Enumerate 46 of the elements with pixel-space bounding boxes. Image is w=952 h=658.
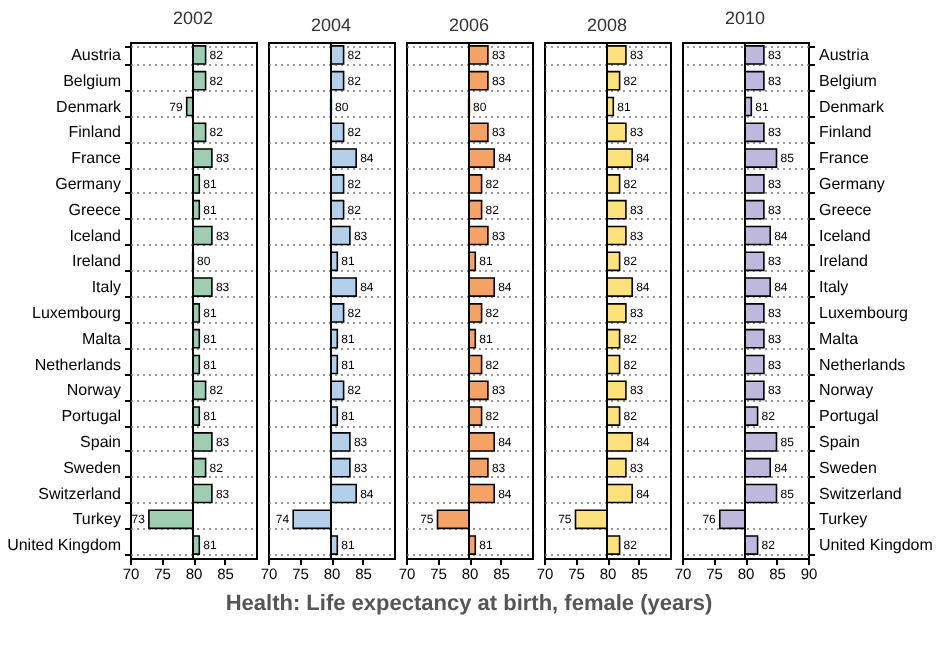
- y-tick-label: Belgium: [63, 71, 122, 90]
- y-tick-label: Iceland: [819, 226, 871, 245]
- chart-title: 2002: [172, 8, 214, 28]
- y-tick-label: Malta: [819, 329, 860, 348]
- y-tick-label: Italy: [91, 278, 121, 297]
- y-tick-label: Portugal: [61, 407, 122, 426]
- y-tick-label: Finland: [819, 123, 872, 142]
- y-tick-label: Netherlands: [819, 355, 906, 374]
- y-tick-label: Denmark: [56, 97, 123, 116]
- y-tick-label: Iceland: [69, 226, 121, 245]
- y-tick-label: Denmark: [819, 97, 886, 116]
- y-tick-label: Sweden: [819, 458, 877, 477]
- y-tick-label: Portugal: [819, 407, 880, 426]
- y-tick-label: Ireland: [72, 252, 121, 271]
- y-tick-label: Spain: [80, 432, 121, 451]
- y-tick-label: Luxembourg: [32, 303, 121, 322]
- y-tick-label: Germany: [55, 174, 121, 193]
- y-tick-label: Sweden: [63, 458, 121, 477]
- y-tick-label: Greece: [68, 200, 123, 219]
- y-tick-label: Switzerland: [819, 484, 902, 503]
- y-tick-label: Norway: [819, 381, 874, 400]
- text: Health: Life expectancy at birth, female (years): [225, 592, 713, 616]
- y-tick-label: Norway: [66, 381, 121, 400]
- y-tick-label: Germany: [819, 174, 885, 193]
- y-tick-label: Belgium: [819, 71, 878, 90]
- y-tick-label: Spain: [819, 432, 860, 451]
- y-tick-label: Italy: [819, 278, 849, 297]
- chart-title: 2006: [448, 15, 490, 35]
- y-tick-label: United Kingdom: [819, 536, 934, 555]
- y-tick-label: Austria: [819, 45, 870, 64]
- chart-title: 2010: [724, 8, 766, 28]
- y-tick-label: Turkey: [819, 510, 868, 529]
- y-tick-label: Greece: [819, 200, 873, 219]
- y-tick-label: Finland: [68, 123, 121, 142]
- y-tick-label: Turkey: [72, 510, 121, 529]
- y-tick-label: Netherlands: [34, 355, 121, 374]
- chart-title: 2004: [310, 15, 352, 35]
- chart-title: 2008: [586, 15, 628, 35]
- y-tick-label: Malta: [81, 329, 123, 348]
- y-tick-label: Austria: [71, 45, 123, 64]
- y-tick-label: France: [71, 149, 123, 168]
- y-tick-label: France: [819, 149, 870, 168]
- y-tick-label: Luxembourg: [819, 303, 908, 322]
- y-tick-label: Switzerland: [38, 484, 121, 503]
- y-tick-label: United Kingdom: [7, 536, 122, 555]
- y-tick-label: Ireland: [819, 252, 868, 271]
